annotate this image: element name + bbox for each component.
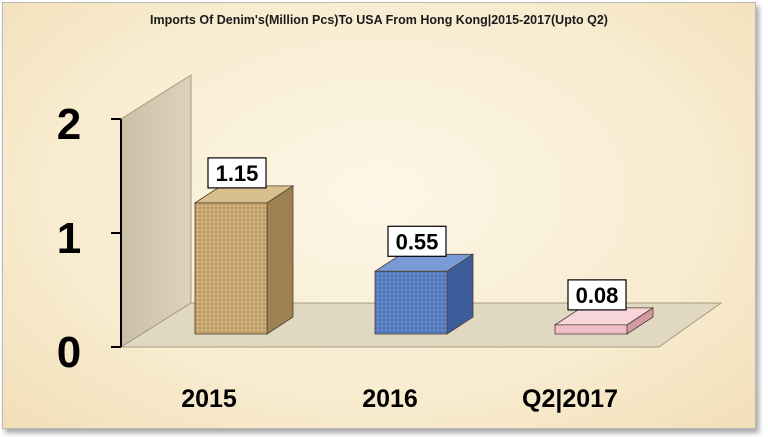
back-wall	[120, 74, 192, 348]
x-tick-label: 2015	[181, 385, 237, 413]
data-label-box	[207, 157, 267, 189]
data-labels-group: 1.15 0.55 0.08	[207, 157, 627, 311]
data-label: 0.08	[576, 283, 619, 308]
bars-group	[193, 185, 655, 335]
y-tick-label: 0	[57, 328, 81, 377]
bar-front	[194, 202, 268, 335]
chart-frame: Imports Of Denim's(Million Pcs)To USA Fr…	[2, 2, 756, 429]
chart-title: Imports Of Denim's(Million Pcs)To USA Fr…	[150, 13, 608, 27]
bar-front	[374, 270, 448, 335]
data-label: 0.55	[396, 229, 439, 254]
x-tick-label: Q2|2017	[522, 385, 618, 413]
bar-chart: Imports Of Denim's(Million Pcs)To USA Fr…	[57, 13, 723, 413]
data-label: 1.15	[216, 161, 259, 186]
bar-side	[266, 185, 294, 335]
y-tick-label: 1	[57, 214, 81, 263]
x-tick-label: 2016	[362, 385, 418, 413]
data-label-box	[567, 279, 627, 311]
bar-front	[554, 324, 628, 335]
y-tick-label: 2	[57, 100, 81, 149]
data-label-box	[387, 225, 447, 257]
